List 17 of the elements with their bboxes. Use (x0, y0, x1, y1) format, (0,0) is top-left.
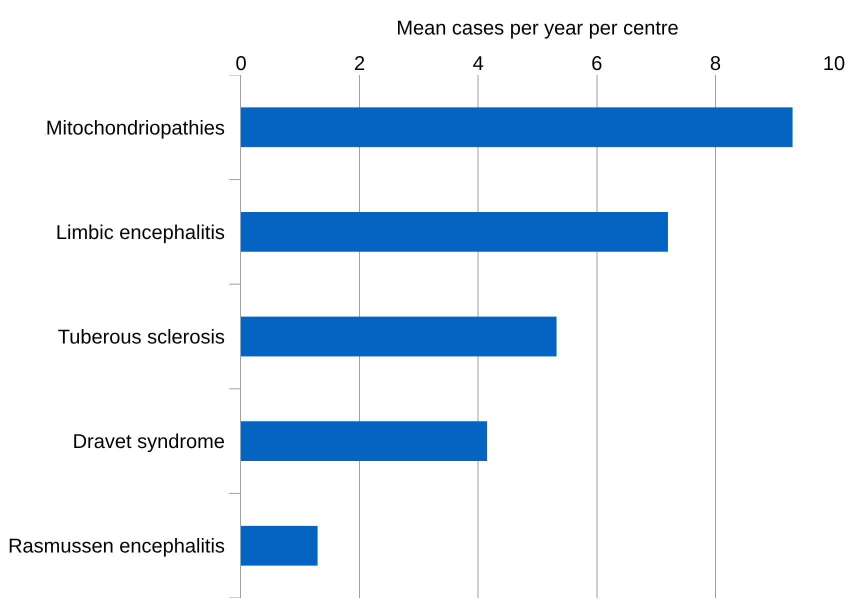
x-axis-title: Mean cases per year per centre (396, 18, 679, 40)
x-tick-label: 6 (591, 53, 602, 75)
bar (241, 212, 668, 252)
y-tick-label: Dravet syndrome (72, 431, 236, 454)
x-tick-label: 8 (710, 53, 721, 75)
x-tick-label: 2 (354, 53, 366, 75)
y-tick-label: Tuberous sclerosis (58, 326, 236, 348)
y-tick-label: Rasmussen encephalitis (8, 536, 236, 558)
x-tick-label: 0 (235, 53, 247, 75)
y-tick-label: Mitochondriopathies (46, 117, 236, 140)
y-tick-label: Limbic encephalitis (56, 222, 236, 244)
x-tick-label: 10 (822, 53, 846, 75)
bar (241, 526, 318, 566)
bar (241, 107, 792, 148)
bar (241, 421, 488, 461)
x-tick-label: 4 (472, 53, 484, 75)
bar (241, 316, 556, 356)
